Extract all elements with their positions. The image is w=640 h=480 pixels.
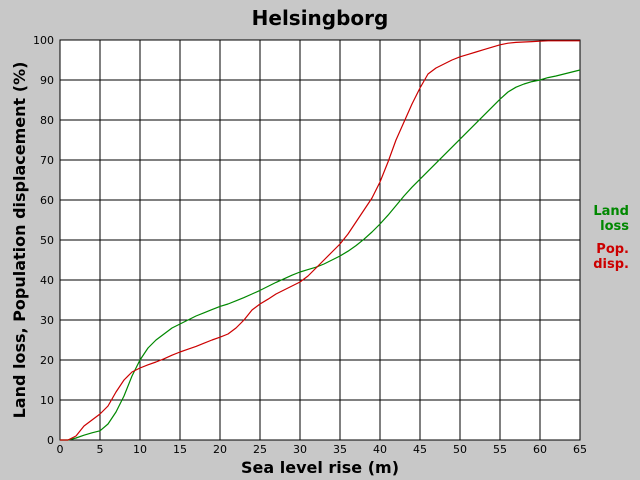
legend-entry-pop-disp: Pop. <box>596 242 629 257</box>
x-tick-label: 0 <box>57 443 64 456</box>
y-tick-label: 60 <box>40 194 54 207</box>
y-tick-label: 10 <box>40 394 54 407</box>
x-tick-label: 50 <box>453 443 467 456</box>
y-tick-label: 0 <box>47 434 54 447</box>
x-tick-label: 5 <box>97 443 104 456</box>
series-lines <box>60 40 581 441</box>
y-tick-label: 30 <box>40 314 54 327</box>
legend-entry-land-loss: loss <box>600 219 629 234</box>
y-tick-label: 90 <box>40 74 54 87</box>
x-tick-label: 20 <box>213 443 227 456</box>
x-tick-label: 60 <box>533 443 547 456</box>
legend-entry-pop-disp: disp. <box>593 257 629 272</box>
y-tick-label: 80 <box>40 114 54 127</box>
x-tick-label: 30 <box>293 443 307 456</box>
y-tick-label: 100 <box>33 34 54 47</box>
x-tick-label: 40 <box>373 443 387 456</box>
x-tick-label: 55 <box>493 443 507 456</box>
x-tick-label: 10 <box>133 443 147 456</box>
x-tick-label: 25 <box>253 443 267 456</box>
x-tick-label: 15 <box>173 443 187 456</box>
y-axis-label: Land loss, Population displacement (%) <box>10 62 29 419</box>
y-tick-label: 40 <box>40 274 54 287</box>
x-axis-label: Sea level rise (m) <box>241 458 399 477</box>
y-tick-label: 50 <box>40 234 54 247</box>
y-tick-label: 20 <box>40 354 54 367</box>
grid <box>59 39 581 441</box>
series-line-pop-disp <box>60 40 580 441</box>
x-tick-label: 35 <box>333 443 347 456</box>
chart-title: Helsingborg <box>252 6 389 30</box>
x-tick-label: 45 <box>413 443 427 456</box>
tick-labels: 0 5 10 15 20 25 30 35 40 45 50 55 60 65 0 10 20 30 40 50 60 7… <box>33 34 587 456</box>
legend-entry-land-loss: Land <box>593 204 629 219</box>
y-tick-label: 70 <box>40 154 54 167</box>
x-tick-label: 65 <box>573 443 587 456</box>
series-line-land-loss <box>60 69 581 441</box>
